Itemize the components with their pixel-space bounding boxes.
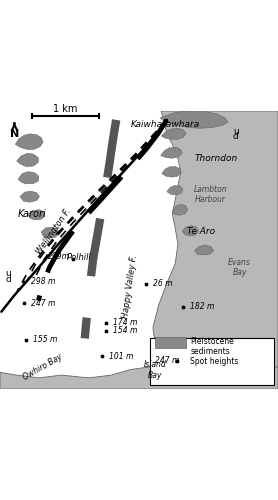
Polygon shape [18, 172, 39, 184]
Text: d: d [6, 274, 11, 283]
Polygon shape [161, 147, 182, 158]
Text: 182 m: 182 m [190, 302, 214, 312]
Text: Polhill: Polhill [67, 254, 92, 262]
Text: u: u [233, 128, 239, 136]
Polygon shape [28, 210, 45, 220]
Text: 154 m: 154 m [113, 326, 138, 335]
Polygon shape [172, 204, 188, 215]
Polygon shape [20, 191, 39, 202]
Text: 26 m: 26 m [153, 280, 172, 288]
Text: 174 m: 174 m [113, 318, 138, 328]
Text: Spot heights: Spot heights [190, 356, 239, 366]
Text: 101 m: 101 m [109, 352, 134, 360]
Text: d: d [233, 132, 239, 141]
Bar [150, 338, 274, 386]
Text: N: N [10, 129, 19, 139]
Text: Wellington F.: Wellington F. [34, 206, 73, 256]
Text: 247 m: 247 m [31, 299, 56, 308]
Text: Karori: Karori [18, 209, 46, 219]
Polygon shape [17, 154, 38, 166]
Text: Pleistocene
sediments: Pleistocene sediments [190, 337, 234, 356]
Text: Island
Bay: Island Bay [144, 360, 167, 380]
Polygon shape [41, 227, 59, 238]
Text: Lambton
Harbour: Lambton Harbour [194, 184, 227, 204]
Polygon shape [161, 128, 186, 140]
Text: 299m: 299m [48, 252, 70, 261]
Text: Happy Valley F.: Happy Valley F. [121, 254, 139, 319]
Text: Thorndon: Thorndon [195, 154, 238, 163]
Text: 298 m: 298 m [31, 278, 56, 286]
Text: Te Aro: Te Aro [187, 226, 215, 235]
Polygon shape [167, 186, 183, 195]
Text: u: u [6, 269, 11, 278]
Polygon shape [182, 226, 199, 236]
Text: 247 m: 247 m [155, 356, 180, 365]
Polygon shape [160, 111, 228, 128]
Text: Owhiro Bay: Owhiro Bay [22, 352, 64, 382]
Text: Evans
Bay: Evans Bay [228, 258, 251, 277]
Polygon shape [149, 371, 160, 380]
Polygon shape [15, 134, 43, 150]
Bar [155, 338, 186, 348]
Polygon shape [153, 111, 278, 389]
Text: 155 m: 155 m [33, 335, 58, 344]
Polygon shape [0, 367, 278, 389]
Text: 1 km: 1 km [53, 104, 78, 114]
Polygon shape [195, 245, 214, 255]
Text: Kaiwharawhara: Kaiwharawhara [131, 120, 200, 130]
Polygon shape [162, 166, 181, 177]
